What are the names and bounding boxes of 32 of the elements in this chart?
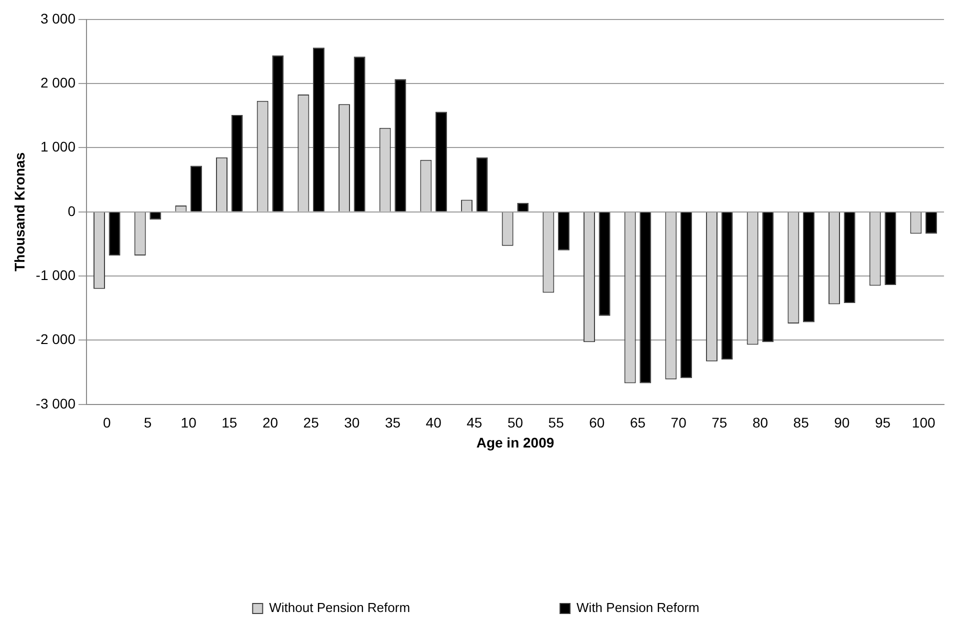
x-tick-label: 15 — [222, 414, 238, 431]
x-tick-label: 55 — [548, 414, 564, 431]
x-tick-label: 25 — [303, 414, 320, 431]
x-tick-label: 35 — [384, 414, 401, 431]
x-tick-label: 45 — [466, 414, 482, 431]
x-tick-label: 95 — [874, 414, 891, 431]
y-axis-title: Thousand Kronas — [11, 152, 28, 272]
x-tick-label: 0 — [103, 414, 112, 431]
y-tick-label: 1 000 — [40, 138, 76, 155]
y-tick-label: 0 — [68, 202, 76, 219]
x-tick-label: 30 — [344, 414, 360, 431]
x-axis-title: Age in 2009 — [476, 434, 554, 450]
x-tick-label: 5 — [144, 414, 152, 431]
x-tick-label: 20 — [262, 414, 278, 431]
y-tick-label: -1 000 — [36, 266, 76, 283]
y-tick-label: -3 000 — [36, 395, 76, 412]
x-tick-label: 40 — [426, 414, 442, 431]
x-tick-label: 10 — [180, 414, 197, 431]
x-tick-label: 70 — [670, 414, 687, 431]
x-tick-label: 50 — [507, 414, 524, 431]
x-tick-label: 75 — [712, 414, 728, 431]
x-tick-label: 90 — [834, 414, 850, 431]
y-tick-label: 3 000 — [40, 10, 76, 26]
x-tick-label: 85 — [793, 414, 810, 431]
y-tick-label: -2 000 — [36, 331, 76, 348]
legend-label: With Pension Reform — [576, 600, 700, 616]
x-tick-label: 100 — [912, 414, 936, 431]
y-tick-label: 2 000 — [40, 74, 76, 90]
x-tick-label: 60 — [589, 414, 605, 431]
x-tick-label: 80 — [752, 414, 768, 431]
legend-label: Without Pension Reform — [269, 600, 410, 616]
x-tick-label: 65 — [630, 414, 646, 431]
